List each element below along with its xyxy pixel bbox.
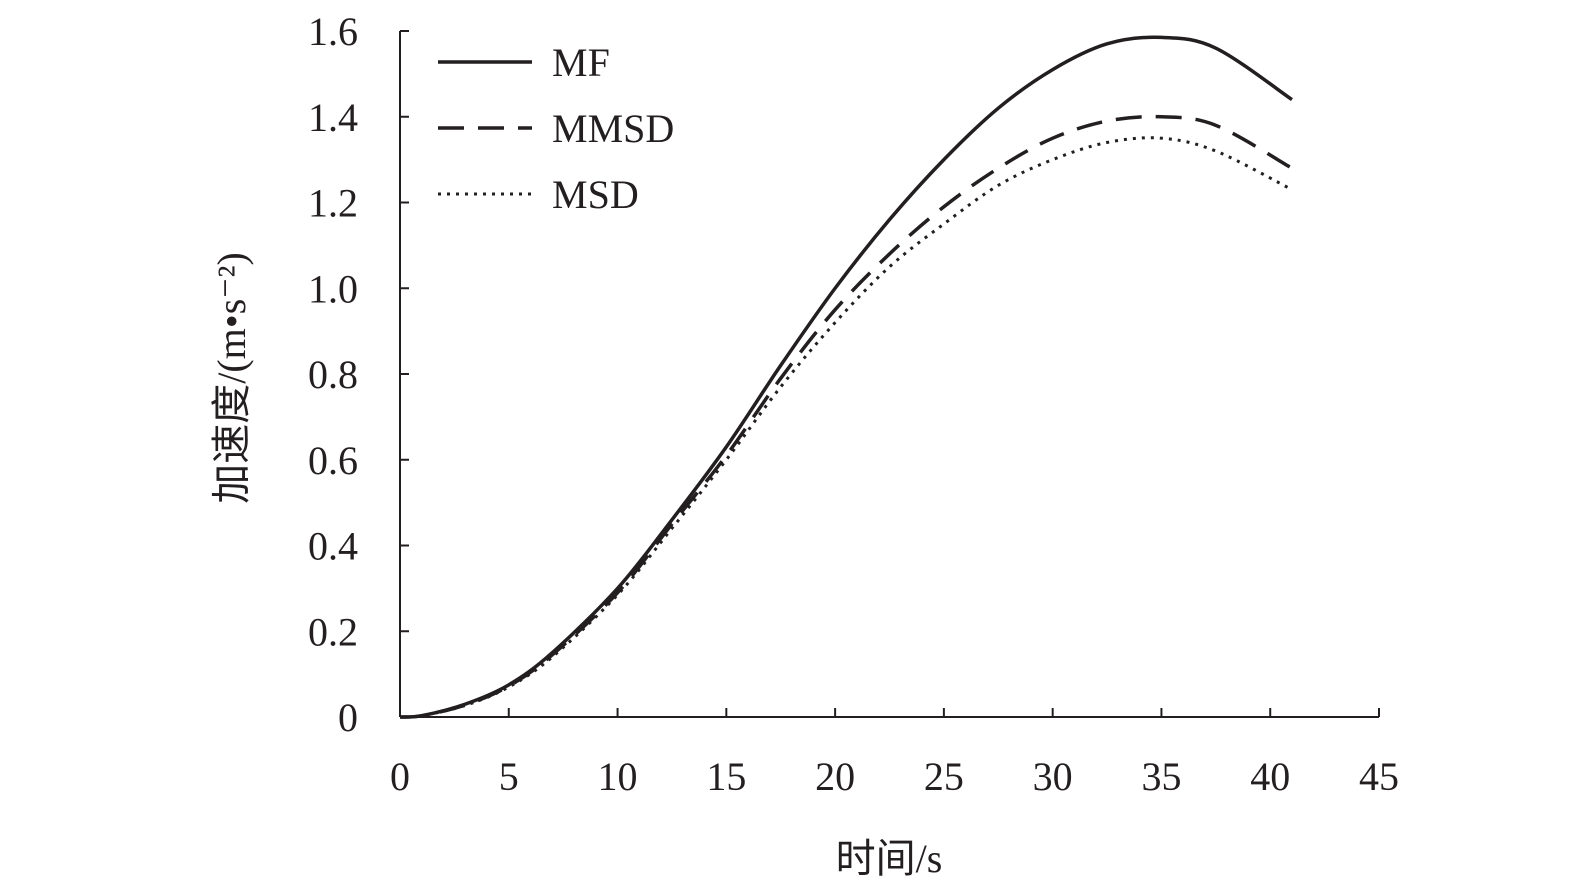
x-tick-label: 25	[924, 754, 964, 799]
y-tick-label: 1.6	[308, 9, 358, 54]
x-axis-label: 时间/s	[836, 836, 943, 881]
y-tick-label: 0.8	[308, 352, 358, 397]
axes: 0 5 10 15 20 25 30 35 40 45 0 0.2 0.4 0.6 0.8 1.0 1.2 1.4…	[308, 9, 1399, 799]
y-tick-label: 1.2	[308, 181, 358, 226]
y-tick-label: 0.4	[308, 524, 358, 569]
legend-label-msd: MSD	[552, 172, 639, 217]
x-tick-label: 10	[598, 754, 638, 799]
series-line-mmsd	[399, 114, 1293, 719]
x-tick-label: 20	[815, 754, 855, 799]
x-tick-label: 0	[390, 754, 410, 799]
x-tick-label: 5	[499, 754, 519, 799]
y-axis-label: 加速度/(m•s⁻²)	[209, 252, 254, 504]
series-lines	[399, 35, 1293, 719]
x-tick-label: 35	[1141, 754, 1181, 799]
legend-label-mmsd: MMSD	[552, 106, 674, 151]
y-tick-label: 1.0	[308, 266, 358, 311]
x-tick-label: 15	[706, 754, 746, 799]
y-tick-label: 0	[338, 695, 358, 740]
legend: MF MMSD MSD	[438, 40, 674, 217]
x-tick-label: 40	[1250, 754, 1290, 799]
y-tick-label: 0.6	[308, 438, 358, 483]
x-tick-label: 30	[1033, 754, 1073, 799]
series-line-mf	[399, 35, 1293, 719]
y-tick-label: 1.4	[308, 95, 358, 140]
legend-label-mf: MF	[552, 40, 610, 85]
x-tick-label: 45	[1359, 754, 1399, 799]
series-line-msd	[399, 136, 1293, 719]
y-tick-label: 0.2	[308, 609, 358, 654]
